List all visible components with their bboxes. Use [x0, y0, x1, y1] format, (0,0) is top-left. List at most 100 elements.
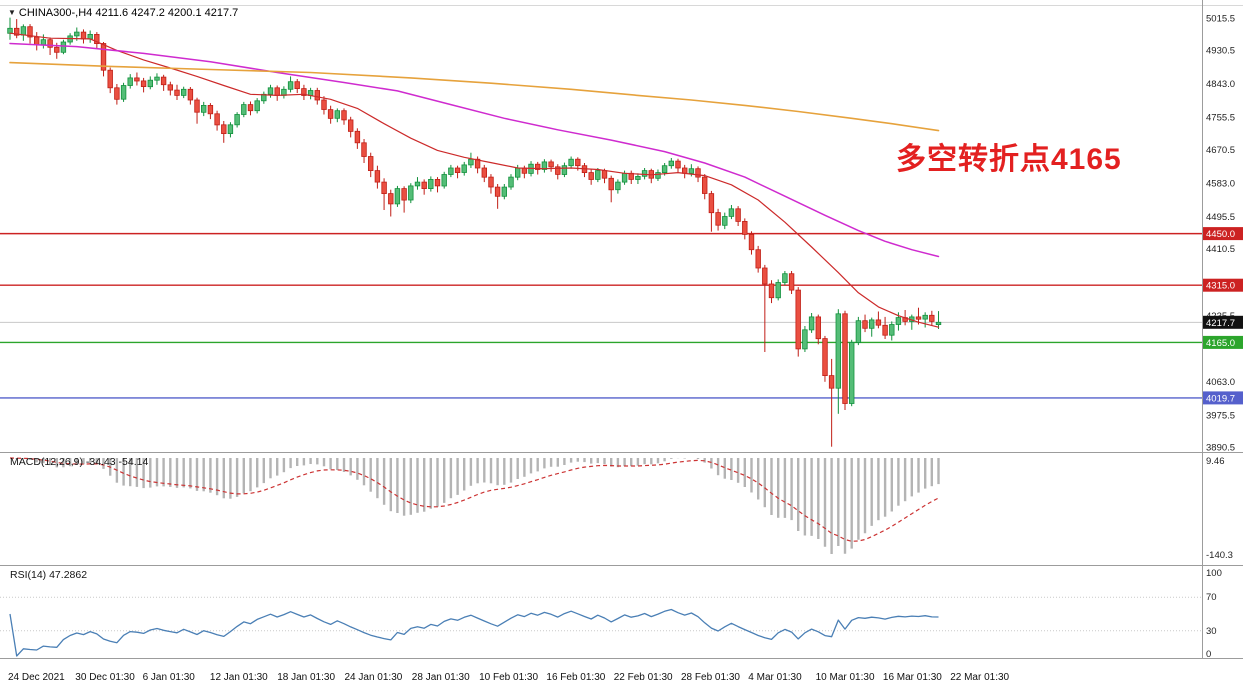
candle-body: [788, 273, 795, 291]
candle-body: [835, 313, 841, 389]
price-tag-4315.0: 4315.0: [1203, 278, 1243, 292]
candle-body: [561, 165, 568, 175]
candle-body: [134, 77, 140, 82]
candle-body: [147, 79, 153, 88]
chart-dropdown-icon[interactable]: ▼: [8, 8, 16, 17]
candle-body: [815, 316, 821, 340]
price-tick-label: 4495.5: [1206, 212, 1235, 223]
candle-body: [728, 208, 735, 217]
time-label: 30 Dec 01:30: [75, 672, 135, 683]
candle-body: [421, 181, 427, 190]
candle-body: [274, 87, 280, 96]
candle-body: [227, 124, 234, 135]
candle-body: [595, 170, 601, 180]
candle-body: [795, 289, 801, 350]
candle-body: [120, 85, 127, 100]
candle-body: [568, 158, 574, 167]
candle-body: [862, 320, 868, 329]
candle-body: [608, 177, 614, 191]
candle-body: [915, 316, 922, 320]
candle-body: [935, 321, 942, 325]
time-axis: 24 Dec 2021 30 Dec 01:30 6 Jan 01:30 12 Jan…: [8, 672, 1010, 683]
price-tag-4315.0-text: 4315.0: [1206, 281, 1235, 292]
candle-body: [80, 31, 87, 40]
candle-body: [588, 172, 594, 180]
candle-body: [234, 114, 240, 126]
candle-body: [428, 178, 434, 189]
candle-body: [241, 104, 247, 115]
macd-panel: 9.46 -140.3: [9, 456, 1233, 561]
candle-body: [247, 104, 254, 112]
candle-body: [114, 87, 120, 100]
candle-body: [875, 319, 882, 326]
candle-body: [94, 34, 100, 45]
price-tag-4315.0-bg: [1203, 278, 1243, 292]
candle-body: [702, 176, 708, 194]
candle-body: [828, 375, 835, 389]
candle-body: [207, 105, 214, 115]
macd-signal-line: [9, 457, 939, 542]
time-label: 22 Feb 01:30: [614, 672, 673, 683]
candle-body: [675, 160, 681, 169]
candle-body: [454, 167, 461, 173]
macd-axis-min: -140.3: [1206, 550, 1233, 561]
time-label: 28 Jan 01:30: [412, 672, 470, 683]
symbol-ohlc-text: CHINA300-,H4 4211.6 4247.2 4200.1 4217.7: [18, 7, 239, 19]
candle-body: [508, 176, 514, 188]
candle-body: [541, 161, 548, 170]
price-tag-4019.7: 4019.7: [1203, 391, 1243, 405]
candle-body: [441, 174, 447, 187]
macd-axis-max: 9.46: [1206, 456, 1225, 467]
candle-body: [174, 89, 180, 96]
candle-body: [374, 170, 381, 183]
time-label: 16 Feb 01:30: [546, 672, 605, 683]
candle-body: [575, 158, 581, 167]
candle-body: [154, 76, 160, 81]
candle-body: [474, 158, 481, 169]
candle-body: [802, 329, 808, 350]
candle-body: [882, 324, 888, 336]
candle-body: [13, 27, 20, 36]
candle-body: [501, 186, 507, 197]
rsi-axis-label: 100: [1206, 568, 1222, 579]
candle-body: [60, 41, 67, 53]
candle-body: [641, 170, 648, 177]
candle-body: [434, 178, 441, 187]
candle-body: [140, 80, 147, 88]
price-tag-4450.0-bg: [1203, 227, 1243, 241]
horizontal-lines-layer: [0, 232, 1202, 399]
time-label: 22 Mar 01:30: [950, 672, 1009, 683]
candle-body: [54, 46, 60, 53]
time-label: 28 Feb 01:30: [681, 672, 740, 683]
candle-body: [889, 324, 895, 336]
current-price-tag: 4217.7: [1203, 315, 1243, 329]
candle-body: [448, 167, 454, 175]
candle-body: [221, 124, 227, 135]
candle-body: [661, 165, 668, 173]
candle-body: [34, 36, 40, 45]
candle-body: [107, 69, 113, 89]
candle-body: [334, 110, 340, 119]
candle-body: [74, 31, 80, 37]
candles-layer: [7, 17, 942, 447]
candle-body: [347, 119, 354, 132]
ma-lines-layer: [9, 32, 940, 328]
current-price-tag-text: 4217.7: [1206, 318, 1235, 329]
ma-fast-red: [9, 32, 940, 328]
candle-body: [748, 233, 755, 251]
candle-body: [775, 282, 781, 299]
price-tag-4450.0-text: 4450.0: [1206, 229, 1235, 240]
candle-body: [214, 113, 220, 126]
rsi-line: [9, 608, 939, 657]
candle-body: [755, 249, 761, 269]
time-label: 24 Dec 2021: [8, 672, 65, 683]
candle-body: [535, 163, 541, 170]
price-tag-4165.0-bg: [1203, 335, 1243, 349]
time-label: 12 Jan 01:30: [210, 672, 268, 683]
price-tick-label: 4063.0: [1206, 377, 1235, 388]
candle-body: [401, 188, 407, 201]
candle-body: [47, 39, 53, 48]
candle-body: [414, 181, 421, 187]
candle-body: [388, 193, 394, 205]
